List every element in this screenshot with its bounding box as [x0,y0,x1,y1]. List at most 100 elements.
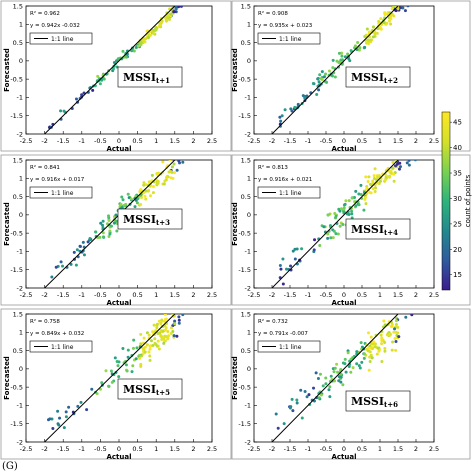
panel-tag-main: MSSI [123,213,156,226]
data-point [333,379,337,383]
x-tick-label: 1 [378,291,382,299]
x-tick-label: -0.5 [320,137,333,145]
data-point [319,393,323,397]
data-point [166,16,170,20]
data-point [171,314,174,315]
data-point [300,416,304,420]
data-point [353,44,357,48]
data-point [372,177,376,181]
data-point [391,166,395,170]
panel-tag: MSSIt+1 [117,66,183,88]
panel-tag-text: MSSIt+6 [351,395,398,409]
data-point [105,222,109,226]
data-point [166,330,170,334]
data-point [340,54,344,58]
y-tick-label: 0.5 [241,39,251,47]
data-point [326,213,330,217]
y-tick-label: 1.5 [241,156,251,164]
data-point [167,334,171,338]
data-point [383,178,387,182]
data-point [101,223,105,227]
data-point [144,37,148,41]
data-point [394,9,398,13]
data-point [113,356,117,360]
data-point [152,31,156,35]
panel-tag-subscript: t+1 [156,76,170,85]
data-point [126,355,130,359]
data-point [107,384,111,388]
data-point [110,380,114,384]
data-point [398,165,402,169]
x-tick-label: -2.5 [20,137,33,145]
data-point [336,232,340,236]
data-point [357,48,361,52]
data-point [391,172,395,176]
x-tick-label: -0.5 [94,137,107,145]
y-axis-label: Forecasted [231,48,239,92]
data-point [88,237,92,241]
y-tick-label: -1.5 [238,266,251,274]
data-point [336,370,340,374]
data-point [413,160,415,161]
x-tick-label: -2.5 [20,291,33,299]
data-point [362,208,366,212]
x-tick-label: 1.5 [393,445,403,453]
data-point [405,161,409,165]
y-tick-label: 0 [247,211,251,219]
x-tick-label: -1 [305,291,311,299]
scatter-points [47,6,183,130]
data-point [121,347,125,351]
data-point [82,91,86,95]
data-point [413,160,417,162]
data-point [293,105,297,109]
x-tick-label: 2 [414,291,418,299]
data-point [64,410,68,414]
data-point [155,26,159,30]
data-point [78,244,82,248]
data-point [333,212,337,216]
data-point [327,388,331,392]
data-point [384,175,388,179]
data-point [343,202,347,206]
x-tick-label: 2.5 [429,291,439,299]
data-point [159,322,163,326]
data-point [380,336,384,340]
data-point [394,340,398,343]
panel-tag: MSSIt+2 [345,66,411,88]
data-point [406,6,410,8]
y-tick-label: -0.5 [238,383,251,391]
panel-tag-text: MSSIt+1 [123,71,170,85]
data-point [383,340,387,344]
y-tick-label: 1.5 [13,2,23,10]
data-point [335,59,339,63]
r2-label: R² = 0.758 [30,318,60,325]
data-point [120,57,124,61]
legend-label: 1:1 line [51,36,74,43]
y-tick-label: -1.5 [10,266,23,274]
data-point [281,257,285,261]
data-point [334,214,338,218]
data-point [329,374,333,378]
x-tick-label: 0 [117,445,121,453]
panel-tag-main: MSSI [351,395,384,408]
data-point [151,184,155,188]
colorbar-tick-label: 25 [453,220,462,228]
y-tick-label: 1.5 [13,156,23,164]
data-point [184,150,187,153]
data-point [151,191,155,195]
data-point [94,230,98,234]
data-point [100,381,104,385]
data-point [164,18,168,22]
data-point [341,361,345,365]
data-point [139,188,143,192]
data-point [342,206,346,210]
legend-box [257,340,321,353]
data-point [172,162,176,166]
data-point [339,375,343,379]
x-tick-label: -2 [41,291,47,299]
x-tick-label: 2 [191,137,195,145]
plot-area [253,313,435,443]
x-tick-label: -0.5 [94,445,107,453]
data-point [175,334,179,338]
